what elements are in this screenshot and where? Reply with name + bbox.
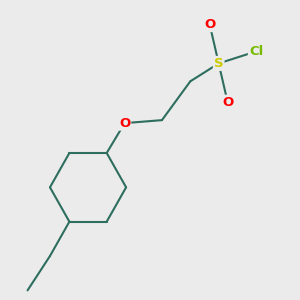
Text: O: O [204, 18, 215, 31]
Text: S: S [214, 57, 224, 70]
Text: O: O [222, 96, 233, 109]
Text: O: O [119, 117, 130, 130]
Text: Cl: Cl [249, 45, 263, 58]
